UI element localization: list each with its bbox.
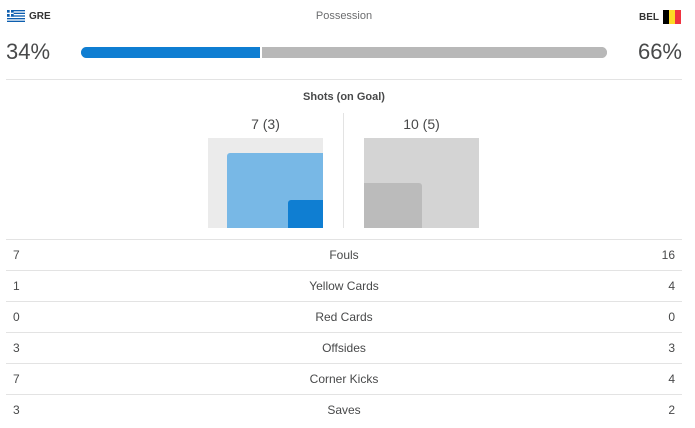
home-on-goal-fill (288, 200, 323, 228)
stat-label: Yellow Cards (309, 279, 379, 293)
home-stat-value: 3 (13, 403, 20, 417)
stat-row-fouls: 7 Fouls 16 (6, 239, 682, 270)
possession-bar (81, 47, 607, 58)
possession-divider (260, 47, 262, 58)
home-stat-value: 7 (13, 248, 20, 262)
home-stat-value: 7 (13, 372, 20, 386)
stat-label: Red Cards (315, 310, 373, 324)
section-divider (6, 79, 682, 80)
home-stat-value: 3 (13, 341, 20, 355)
home-stat-value: 1 (13, 279, 20, 293)
stat-row-corner-kicks: 7 Corner Kicks 4 (6, 363, 682, 394)
stat-label: Saves (327, 403, 361, 417)
shots-title: Shots (on Goal) (303, 91, 385, 103)
away-team-abbr: BEL (639, 11, 659, 23)
away-on-goal-fill (364, 183, 422, 228)
away-shots-graphic (364, 138, 479, 228)
away-stat-value: 4 (668, 279, 675, 293)
stat-row-yellow-cards: 1 Yellow Cards 4 (6, 270, 682, 301)
possession-title: Possession (315, 10, 373, 22)
away-stat-value: 16 (661, 248, 675, 262)
away-possession-percent: 66% (637, 39, 682, 64)
home-possession-percent: 34% (6, 39, 51, 64)
shots-center-divider (343, 113, 344, 228)
away-stat-value: 4 (668, 372, 675, 386)
home-stat-value: 0 (13, 310, 20, 324)
stat-row-red-cards: 0 Red Cards 0 (6, 301, 682, 332)
away-possession-fill (262, 47, 607, 58)
home-shots-count: 7 (3) (251, 116, 280, 132)
stat-label: Offsides (322, 341, 366, 355)
home-shots-graphic (208, 138, 323, 228)
stat-row-saves: 3 Saves 2 (6, 394, 682, 425)
belgium-flag-icon (663, 10, 681, 24)
away-stat-value: 2 (668, 403, 675, 417)
greece-flag-icon (7, 10, 25, 22)
away-stat-value: 3 (668, 341, 675, 355)
home-team-abbr: GRE (29, 10, 51, 22)
away-team: BEL (639, 10, 681, 24)
home-team: GRE (7, 10, 51, 22)
away-stat-value: 0 (668, 310, 675, 324)
home-possession-fill (81, 47, 260, 58)
stat-row-offsides: 3 Offsides 3 (6, 332, 682, 363)
stats-table: 7 Fouls 16 1 Yellow Cards 4 0 Red Cards … (6, 239, 682, 425)
away-shots-count: 10 (5) (403, 116, 440, 132)
stat-label: Corner Kicks (309, 372, 379, 386)
stat-label: Fouls (329, 248, 359, 262)
